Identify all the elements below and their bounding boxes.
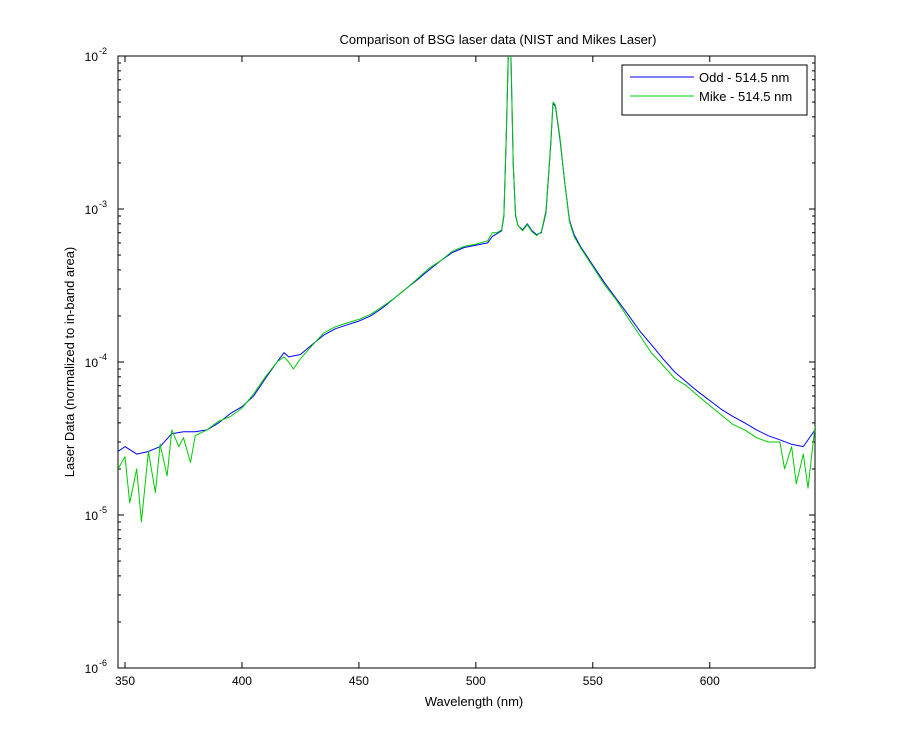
x-tick-label: 450: [349, 674, 369, 688]
x-tick-label: 550: [583, 674, 603, 688]
plot-area: [117, 55, 816, 669]
y-tick-exponent: -6: [99, 658, 107, 668]
chart-title: Comparison of BSG laser data (NIST and M…: [340, 32, 657, 47]
x-tick-label: 400: [232, 674, 252, 688]
series-layer: [118, 56, 815, 523]
y-tick-exponent: -4: [99, 352, 107, 362]
y-tick-exponent: -2: [99, 46, 107, 56]
legend-box: [621, 64, 808, 116]
legend: Odd - 514.5 nm Mike - 514.5 nm: [621, 64, 808, 116]
x-tick-label: 500: [466, 674, 486, 688]
y-tick-label: 10: [85, 356, 99, 370]
x-tick-label: 350: [115, 674, 135, 688]
legend-entry-label: Odd - 514.5 nm: [699, 70, 789, 85]
y-tick-exponent: -3: [99, 199, 107, 209]
x-tick-label: 600: [700, 674, 720, 688]
y-tick-label: 10: [85, 509, 99, 523]
y-tick-label: 10: [85, 50, 99, 64]
y-axis-label: Laser Data (normalized to in-band area): [62, 247, 77, 478]
y-tick-exponent: -5: [99, 505, 107, 515]
y-tick-label: 10: [85, 203, 99, 217]
series-line-0: [118, 56, 815, 455]
y-tick-label: 10: [85, 662, 99, 676]
x-axis-label: Wavelength (nm): [425, 694, 524, 709]
legend-entry-label: Mike - 514.5 nm: [699, 89, 792, 104]
x-axis-ticks: 350 400 450 500 550 600: [115, 56, 720, 688]
series-line-1: [118, 56, 815, 523]
y-axis-ticks: 10-610-510-410-310-2: [85, 46, 815, 676]
